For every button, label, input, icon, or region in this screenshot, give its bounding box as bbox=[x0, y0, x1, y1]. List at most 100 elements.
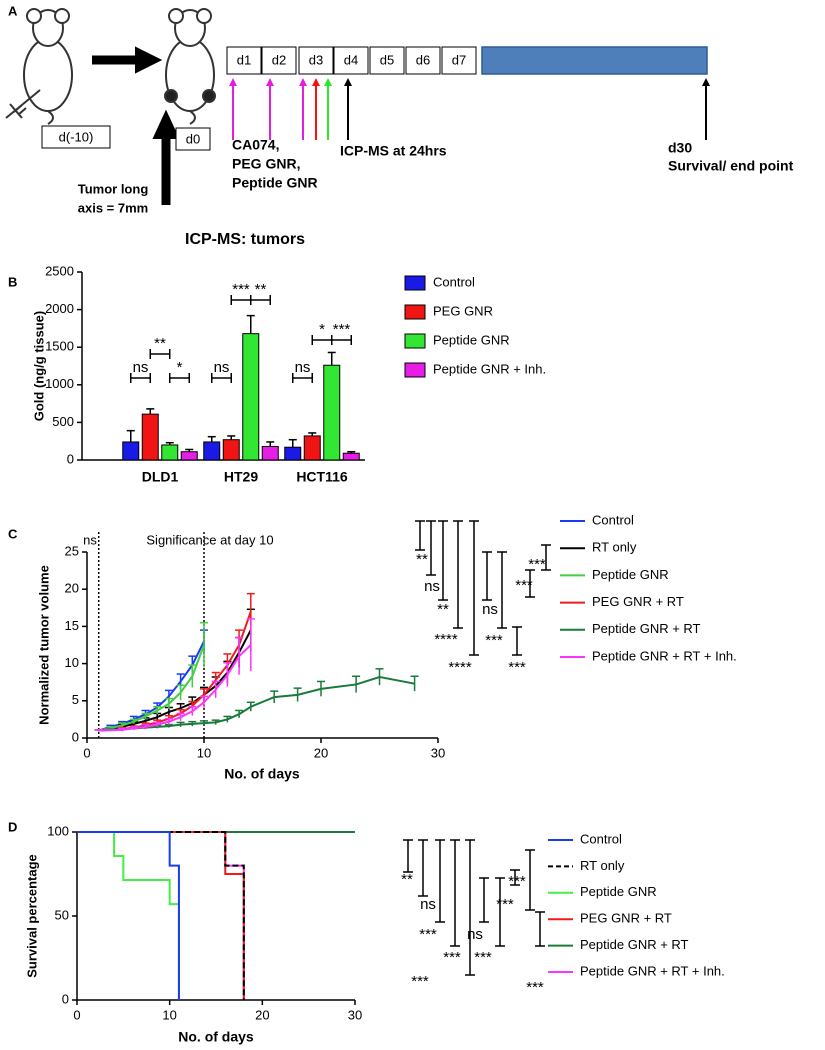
arrow-head bbox=[312, 78, 320, 86]
significance-label: ns bbox=[295, 359, 311, 376]
day-label: d2 bbox=[272, 52, 286, 67]
arrow-head bbox=[135, 46, 163, 74]
significance-label: **** bbox=[434, 631, 458, 648]
day-box bbox=[175, 127, 211, 151]
box-label: d0 bbox=[186, 131, 200, 146]
significance-label: *** bbox=[515, 577, 533, 594]
x-axis-label: No. of days bbox=[224, 766, 300, 782]
tumor-note: axis = 7mm bbox=[78, 200, 148, 215]
significance-label: ** bbox=[416, 551, 428, 568]
x-tick-label: 30 bbox=[348, 1007, 362, 1022]
legend-label: Control bbox=[580, 831, 622, 846]
y-tick-label: 0 bbox=[72, 729, 79, 744]
significance-label: *** bbox=[508, 659, 526, 676]
measurement-label: ICP-MS at 24hrs bbox=[340, 143, 447, 159]
bar bbox=[323, 364, 341, 461]
x-tick-label: HT29 bbox=[224, 469, 258, 485]
significance-label: *** bbox=[485, 632, 503, 649]
y-tick-label: 100 bbox=[47, 823, 69, 838]
tumor bbox=[164, 89, 178, 103]
y-axis-label: Normalized tumor volume bbox=[36, 565, 51, 725]
y-axis-label: Survival percentage bbox=[24, 854, 39, 978]
panel-label: A bbox=[8, 3, 18, 18]
significance-label: *** bbox=[333, 321, 351, 338]
x-tick-label: DLD1 bbox=[142, 469, 179, 485]
day-label: d6 bbox=[416, 52, 430, 67]
schematic bbox=[5, 8, 708, 205]
significance-label: ns bbox=[214, 359, 230, 376]
day-box bbox=[261, 46, 297, 75]
bar bbox=[242, 333, 260, 461]
significance-label: *** bbox=[496, 896, 514, 913]
legend-swatch bbox=[404, 275, 426, 291]
x-axis-label: No. of days bbox=[178, 1029, 254, 1045]
tumor-note: Tumor long bbox=[78, 181, 149, 196]
panel-label: C bbox=[8, 526, 18, 541]
x-tick-label: 10 bbox=[162, 1007, 176, 1022]
y-tick-label: 500 bbox=[52, 414, 74, 429]
survival-curve bbox=[77, 831, 245, 1000]
bar bbox=[161, 444, 179, 461]
syringe bbox=[5, 89, 41, 119]
legend-swatch bbox=[404, 362, 426, 378]
day-label: d4 bbox=[344, 52, 358, 67]
significance-label: ns bbox=[133, 359, 149, 376]
y-axis-label: Gold (ng/g tissue) bbox=[31, 311, 46, 422]
significance-label: * bbox=[319, 321, 325, 338]
legend-label: RT only bbox=[580, 858, 625, 873]
significance-label: ns bbox=[420, 896, 436, 913]
day-box bbox=[41, 125, 111, 149]
arrow-head bbox=[344, 78, 352, 86]
injection-label: PEG GNR, bbox=[232, 156, 300, 172]
bar bbox=[261, 445, 279, 461]
arrow-head bbox=[324, 78, 332, 86]
significance-label: *** bbox=[474, 949, 492, 966]
significance-label: ** bbox=[154, 335, 166, 352]
arrow-head bbox=[152, 109, 180, 139]
reference-label: Significance at day 10 bbox=[146, 532, 273, 547]
mouse-ear bbox=[54, 8, 70, 24]
y-tick-label: 1000 bbox=[45, 376, 74, 391]
day-box bbox=[405, 46, 441, 75]
x-tick-label: 20 bbox=[255, 1007, 269, 1022]
day-box bbox=[441, 46, 477, 75]
survival-curve bbox=[77, 831, 245, 1000]
x-tick-label: HCT116 bbox=[296, 469, 348, 485]
series-line bbox=[98, 644, 205, 732]
arrow-head bbox=[229, 78, 237, 86]
significance-label: ** bbox=[255, 281, 267, 298]
survival-curve bbox=[77, 831, 245, 1000]
x-tick-label: 10 bbox=[197, 745, 211, 760]
bar bbox=[122, 441, 140, 461]
chart-title: ICP-MS: tumors bbox=[185, 231, 305, 248]
legend-label: PEG GNR + RT bbox=[580, 911, 672, 926]
significance-label: * bbox=[177, 359, 183, 376]
box-label: d(-10) bbox=[59, 129, 94, 144]
bar bbox=[141, 413, 159, 461]
bar bbox=[284, 446, 302, 461]
legend-label: PEG GNR bbox=[433, 303, 493, 318]
x-tick-label: 0 bbox=[73, 1007, 80, 1022]
series-line bbox=[98, 640, 205, 732]
y-tick-label: 2000 bbox=[45, 301, 74, 316]
survival-curve bbox=[77, 831, 180, 1000]
end-note: Survival/ end point bbox=[668, 158, 794, 174]
bar bbox=[203, 441, 221, 461]
injection-label: Peptide GNR bbox=[232, 175, 318, 191]
follow-up-bar bbox=[481, 46, 708, 75]
legend-swatch bbox=[404, 304, 426, 320]
day-box bbox=[226, 46, 262, 75]
legend-label: Peptide GNR bbox=[592, 567, 669, 582]
y-tick-label: 15 bbox=[65, 618, 79, 633]
significance-label: *** bbox=[528, 556, 546, 573]
day-box bbox=[298, 46, 334, 75]
significance-label: ns bbox=[467, 926, 483, 943]
significance-label: ** bbox=[401, 871, 413, 888]
significance-label: *** bbox=[508, 873, 526, 890]
arrow-head bbox=[702, 78, 710, 86]
mouse-body bbox=[23, 38, 73, 112]
injection-label: CA074, bbox=[232, 137, 279, 153]
x-tick-label: 0 bbox=[83, 745, 90, 760]
significance-label: ns bbox=[482, 601, 498, 618]
y-tick-label: 50 bbox=[55, 907, 69, 922]
